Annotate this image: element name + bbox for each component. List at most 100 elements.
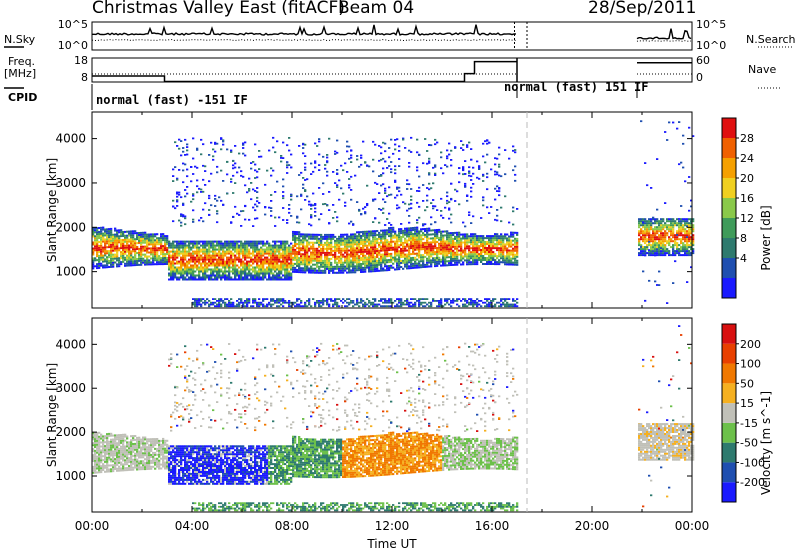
power-panel-cell: [220, 278, 223, 281]
power-panel-cell: [422, 223, 425, 226]
power-panel-cell: [194, 270, 197, 273]
power-panel-cell: [388, 301, 391, 304]
power-panel-cell: [214, 252, 217, 255]
power-panel-cell: [320, 269, 323, 272]
power-panel-cell: [378, 259, 381, 262]
power-panel-cell: [436, 305, 439, 308]
power-panel-cell: [198, 262, 201, 265]
power-panel-cell: [106, 252, 109, 255]
power-panel-cell: [212, 254, 215, 257]
power-panel-cell: [270, 246, 273, 249]
power-panel-cell: [284, 252, 287, 255]
power-panel-cell: [408, 303, 411, 306]
power-panel-cell: [368, 244, 371, 247]
power-panel-cell: [640, 228, 643, 231]
power-panel-cell: [112, 245, 115, 248]
power-panel-cell: [214, 141, 217, 144]
power-panel-cell: [646, 244, 649, 247]
power-panel-cell: [656, 246, 659, 249]
power-panel-cell: [188, 258, 191, 261]
power-panel-cell: [658, 244, 661, 247]
power-panel-cell: [368, 254, 371, 257]
power-panel-cell: [238, 270, 241, 273]
power-panel-cell: [182, 246, 185, 249]
power-panel-cell: [228, 278, 231, 281]
power-panel-cell: [360, 235, 363, 237]
power-panel-cell: [270, 300, 273, 302]
power-panel-cell: [322, 265, 325, 268]
power-panel-cell: [488, 237, 491, 240]
power-panel-cell: [650, 254, 653, 257]
power-panel-cell: [466, 239, 469, 242]
power-panel-cell: [260, 256, 263, 259]
power-panel-cell: [312, 259, 315, 262]
power-panel-cell: [220, 264, 223, 267]
power-panel-cell: [384, 187, 387, 190]
power-panel-cell: [176, 244, 179, 247]
power-panel-cell: [270, 250, 273, 253]
power-panel-cell: [204, 301, 207, 304]
power-panel-cell: [384, 300, 387, 302]
power-panel-cell: [264, 260, 267, 263]
power-panel-cell: [294, 250, 297, 253]
power-panel-cell: [512, 305, 515, 308]
power-panel-cell: [312, 170, 315, 173]
power-panel-cell: [458, 237, 461, 240]
power-panel-cell: [486, 241, 489, 243]
power-panel-cell: [366, 246, 369, 249]
power-panel-cell: [398, 254, 401, 257]
power-panel-cell: [240, 252, 243, 255]
power-panel-cell: [514, 243, 517, 246]
power-panel-cell: [222, 248, 225, 251]
power-panel-cell: [652, 222, 655, 225]
power-panel-cell: [450, 248, 453, 251]
power-panel-cell: [366, 184, 369, 187]
power-panel-cell: [242, 262, 245, 265]
power-panel-cell: [364, 264, 367, 267]
power-panel-cell: [230, 254, 233, 257]
power-panel-cell: [418, 260, 421, 263]
power-panel-cell: [338, 255, 341, 258]
power-panel-cell: [304, 267, 307, 270]
power-panel-cell: [408, 162, 411, 164]
power-panel-cell: [310, 162, 313, 165]
power-panel-cell: [274, 276, 277, 279]
power-panel-cell: [310, 214, 313, 216]
power-panel-cell: [96, 235, 99, 238]
power-panel-cell: [654, 220, 657, 223]
power-panel-cell: [328, 247, 331, 250]
power-panel-cell: [212, 148, 215, 151]
power-panel-cell: [396, 204, 399, 207]
power-panel-cell: [654, 218, 657, 221]
power-panel-cell: [142, 239, 145, 242]
power-panel-cell: [296, 271, 299, 273]
power-panel-cell: [186, 262, 189, 265]
power-panel-cell: [98, 258, 101, 261]
power-panel-cell: [208, 246, 211, 249]
power-panel-cell: [458, 245, 461, 248]
power-panel-cell: [656, 218, 659, 221]
power-panel-cell: [248, 274, 251, 277]
power-panel-cell: [318, 245, 321, 248]
power-panel-cell: [228, 256, 231, 259]
power-panel-cell: [352, 224, 355, 226]
power-panel-cell: [238, 256, 241, 259]
power-panel-cell: [356, 235, 359, 238]
power-panel-cell: [422, 162, 425, 165]
power-panel-cell: [306, 249, 309, 252]
power-panel-cell: [364, 248, 367, 251]
power-panel-cell: [196, 166, 199, 169]
power-panel-cell: [404, 253, 407, 256]
power-panel-cell: [268, 250, 271, 253]
power-panel-cell: [290, 268, 293, 271]
power-panel-cell: [644, 228, 647, 231]
power-panel-cell: [426, 253, 429, 256]
power-panel-cell: [196, 179, 199, 182]
power-panel-cell: [108, 230, 111, 233]
power-panel-cell: [326, 257, 329, 260]
power-panel-cell: [188, 240, 191, 243]
power-panel-cell: [302, 261, 305, 264]
power-panel-cell: [318, 249, 321, 252]
power-panel-cell: [262, 258, 265, 261]
power-panel-cell: [188, 276, 191, 279]
